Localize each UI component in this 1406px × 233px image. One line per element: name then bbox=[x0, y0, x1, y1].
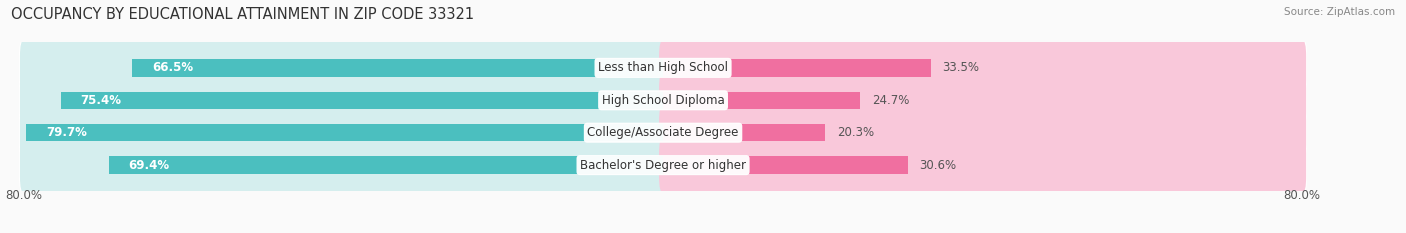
Bar bbox=[664, 59, 931, 77]
Text: Source: ZipAtlas.com: Source: ZipAtlas.com bbox=[1284, 7, 1395, 17]
Text: 24.7%: 24.7% bbox=[872, 94, 910, 107]
Text: 30.6%: 30.6% bbox=[920, 159, 956, 172]
Text: 20.3%: 20.3% bbox=[837, 126, 875, 139]
FancyBboxPatch shape bbox=[659, 105, 1306, 161]
FancyBboxPatch shape bbox=[20, 72, 1306, 128]
FancyBboxPatch shape bbox=[659, 137, 1306, 193]
Text: 75.4%: 75.4% bbox=[80, 94, 122, 107]
FancyBboxPatch shape bbox=[20, 72, 666, 128]
Bar bbox=[664, 156, 907, 174]
FancyBboxPatch shape bbox=[659, 40, 1306, 96]
Text: OCCUPANCY BY EDUCATIONAL ATTAINMENT IN ZIP CODE 33321: OCCUPANCY BY EDUCATIONAL ATTAINMENT IN Z… bbox=[11, 7, 474, 22]
Text: 69.4%: 69.4% bbox=[128, 159, 170, 172]
Bar bbox=[664, 124, 825, 141]
Bar bbox=[60, 92, 664, 109]
FancyBboxPatch shape bbox=[20, 105, 1306, 161]
FancyBboxPatch shape bbox=[20, 137, 1306, 193]
FancyBboxPatch shape bbox=[20, 137, 666, 193]
Text: College/Associate Degree: College/Associate Degree bbox=[588, 126, 738, 139]
Text: Bachelor's Degree or higher: Bachelor's Degree or higher bbox=[581, 159, 747, 172]
Text: 80.0%: 80.0% bbox=[1284, 189, 1320, 202]
FancyBboxPatch shape bbox=[20, 40, 1306, 96]
Text: 33.5%: 33.5% bbox=[942, 61, 980, 74]
Bar bbox=[664, 92, 860, 109]
Text: 66.5%: 66.5% bbox=[152, 61, 193, 74]
FancyBboxPatch shape bbox=[659, 72, 1306, 128]
Bar bbox=[132, 59, 664, 77]
FancyBboxPatch shape bbox=[20, 40, 666, 96]
Bar bbox=[108, 156, 664, 174]
Text: High School Diploma: High School Diploma bbox=[602, 94, 724, 107]
Text: 79.7%: 79.7% bbox=[46, 126, 87, 139]
Text: 80.0%: 80.0% bbox=[6, 189, 42, 202]
FancyBboxPatch shape bbox=[20, 105, 666, 161]
Text: Less than High School: Less than High School bbox=[598, 61, 728, 74]
Bar bbox=[27, 124, 664, 141]
